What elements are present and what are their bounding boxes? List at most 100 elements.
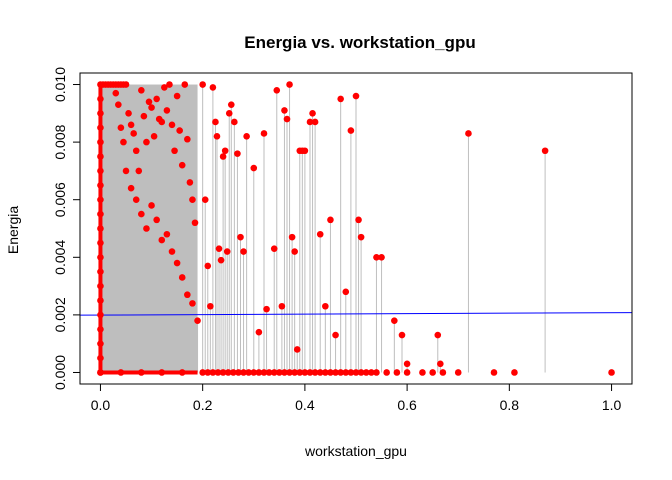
y-tick-label: 0.002 (52, 297, 68, 332)
data-point (291, 248, 298, 255)
data-point (219, 369, 227, 376)
data-point (158, 369, 166, 376)
data-point (225, 110, 233, 117)
y-tick-label: 0.004 (52, 240, 68, 275)
data-point (276, 369, 283, 376)
data-point (362, 369, 370, 376)
data-point (217, 256, 225, 264)
data-point (373, 369, 380, 376)
data-point (237, 233, 244, 241)
data-point (227, 101, 235, 108)
data-point (138, 369, 145, 376)
data-point (311, 369, 319, 376)
data-point (130, 130, 137, 137)
data-point (454, 369, 462, 376)
data-point (97, 325, 104, 333)
data-point (288, 233, 296, 241)
data-point (347, 127, 355, 134)
data-point (132, 196, 140, 204)
data-point (97, 282, 104, 290)
data-point (219, 153, 227, 160)
data-point (97, 253, 104, 261)
data-point (281, 369, 288, 376)
data-point (213, 133, 221, 140)
data-point (212, 118, 219, 126)
data-point (97, 354, 104, 362)
data-point (148, 202, 155, 209)
data-point (270, 245, 278, 252)
x-tick-label: 0.4 (295, 397, 315, 413)
data-point (186, 179, 194, 186)
data-point (150, 133, 158, 140)
data-point (398, 331, 406, 339)
data-point (184, 291, 191, 299)
data-point (158, 118, 166, 126)
data-point (322, 369, 329, 376)
data-point (122, 167, 130, 175)
data-point (283, 115, 291, 123)
data-point (97, 95, 104, 103)
data-point (270, 369, 278, 376)
axes: 0.0 0.2 0.4 0.6 0.8 1.0 0.000 0.002 0.004 0.006 0.… (52, 67, 633, 413)
data-point (221, 147, 229, 155)
data-point (97, 210, 104, 218)
data-point (97, 297, 104, 304)
data-point (293, 346, 301, 353)
data-point (201, 196, 209, 204)
data-point (97, 311, 104, 319)
data-point (291, 369, 298, 376)
data-point (138, 210, 145, 218)
data-point (189, 196, 196, 204)
data-point (429, 369, 436, 376)
data-point (122, 81, 130, 88)
data-point (178, 161, 186, 169)
data-point (97, 182, 104, 189)
data-point (199, 369, 206, 376)
y-tick-label: 0.010 (52, 67, 68, 102)
data-point (235, 369, 242, 376)
data-point (327, 369, 334, 376)
data-point (223, 248, 231, 255)
data-point (97, 138, 104, 146)
data-point (255, 369, 263, 376)
data-point (250, 164, 258, 172)
data-point (231, 118, 238, 126)
data-point (173, 259, 181, 267)
data-point (163, 107, 171, 114)
data-point (97, 225, 104, 232)
data-point (127, 121, 135, 129)
data-point (332, 331, 339, 339)
data-point (143, 225, 150, 232)
data-point (286, 369, 293, 376)
data-point (327, 216, 334, 224)
data-point (140, 112, 148, 120)
data-point (97, 369, 104, 376)
data-point (306, 369, 314, 376)
data-point (153, 216, 160, 224)
data-point (243, 133, 250, 140)
data-point (97, 110, 104, 117)
data-point (301, 147, 309, 155)
data-point (97, 153, 104, 160)
data-point (112, 89, 120, 97)
data-point (260, 369, 268, 376)
data-point (97, 268, 104, 275)
data-point (541, 147, 549, 155)
data-point (403, 369, 411, 376)
data-point (342, 288, 350, 296)
data-point (337, 369, 344, 376)
data-point (383, 369, 390, 376)
data-point (265, 369, 273, 376)
data-point (301, 369, 309, 376)
data-point (224, 369, 232, 376)
data-point (434, 331, 442, 339)
data-point (306, 118, 314, 126)
data-point (357, 233, 365, 241)
data-point (97, 340, 104, 347)
data-point (97, 124, 104, 132)
data-point (373, 253, 380, 261)
x-axis-label: workstation_gpu (304, 443, 407, 459)
data-point (391, 317, 398, 324)
plot-area (79, 81, 633, 376)
data-point (490, 369, 498, 376)
